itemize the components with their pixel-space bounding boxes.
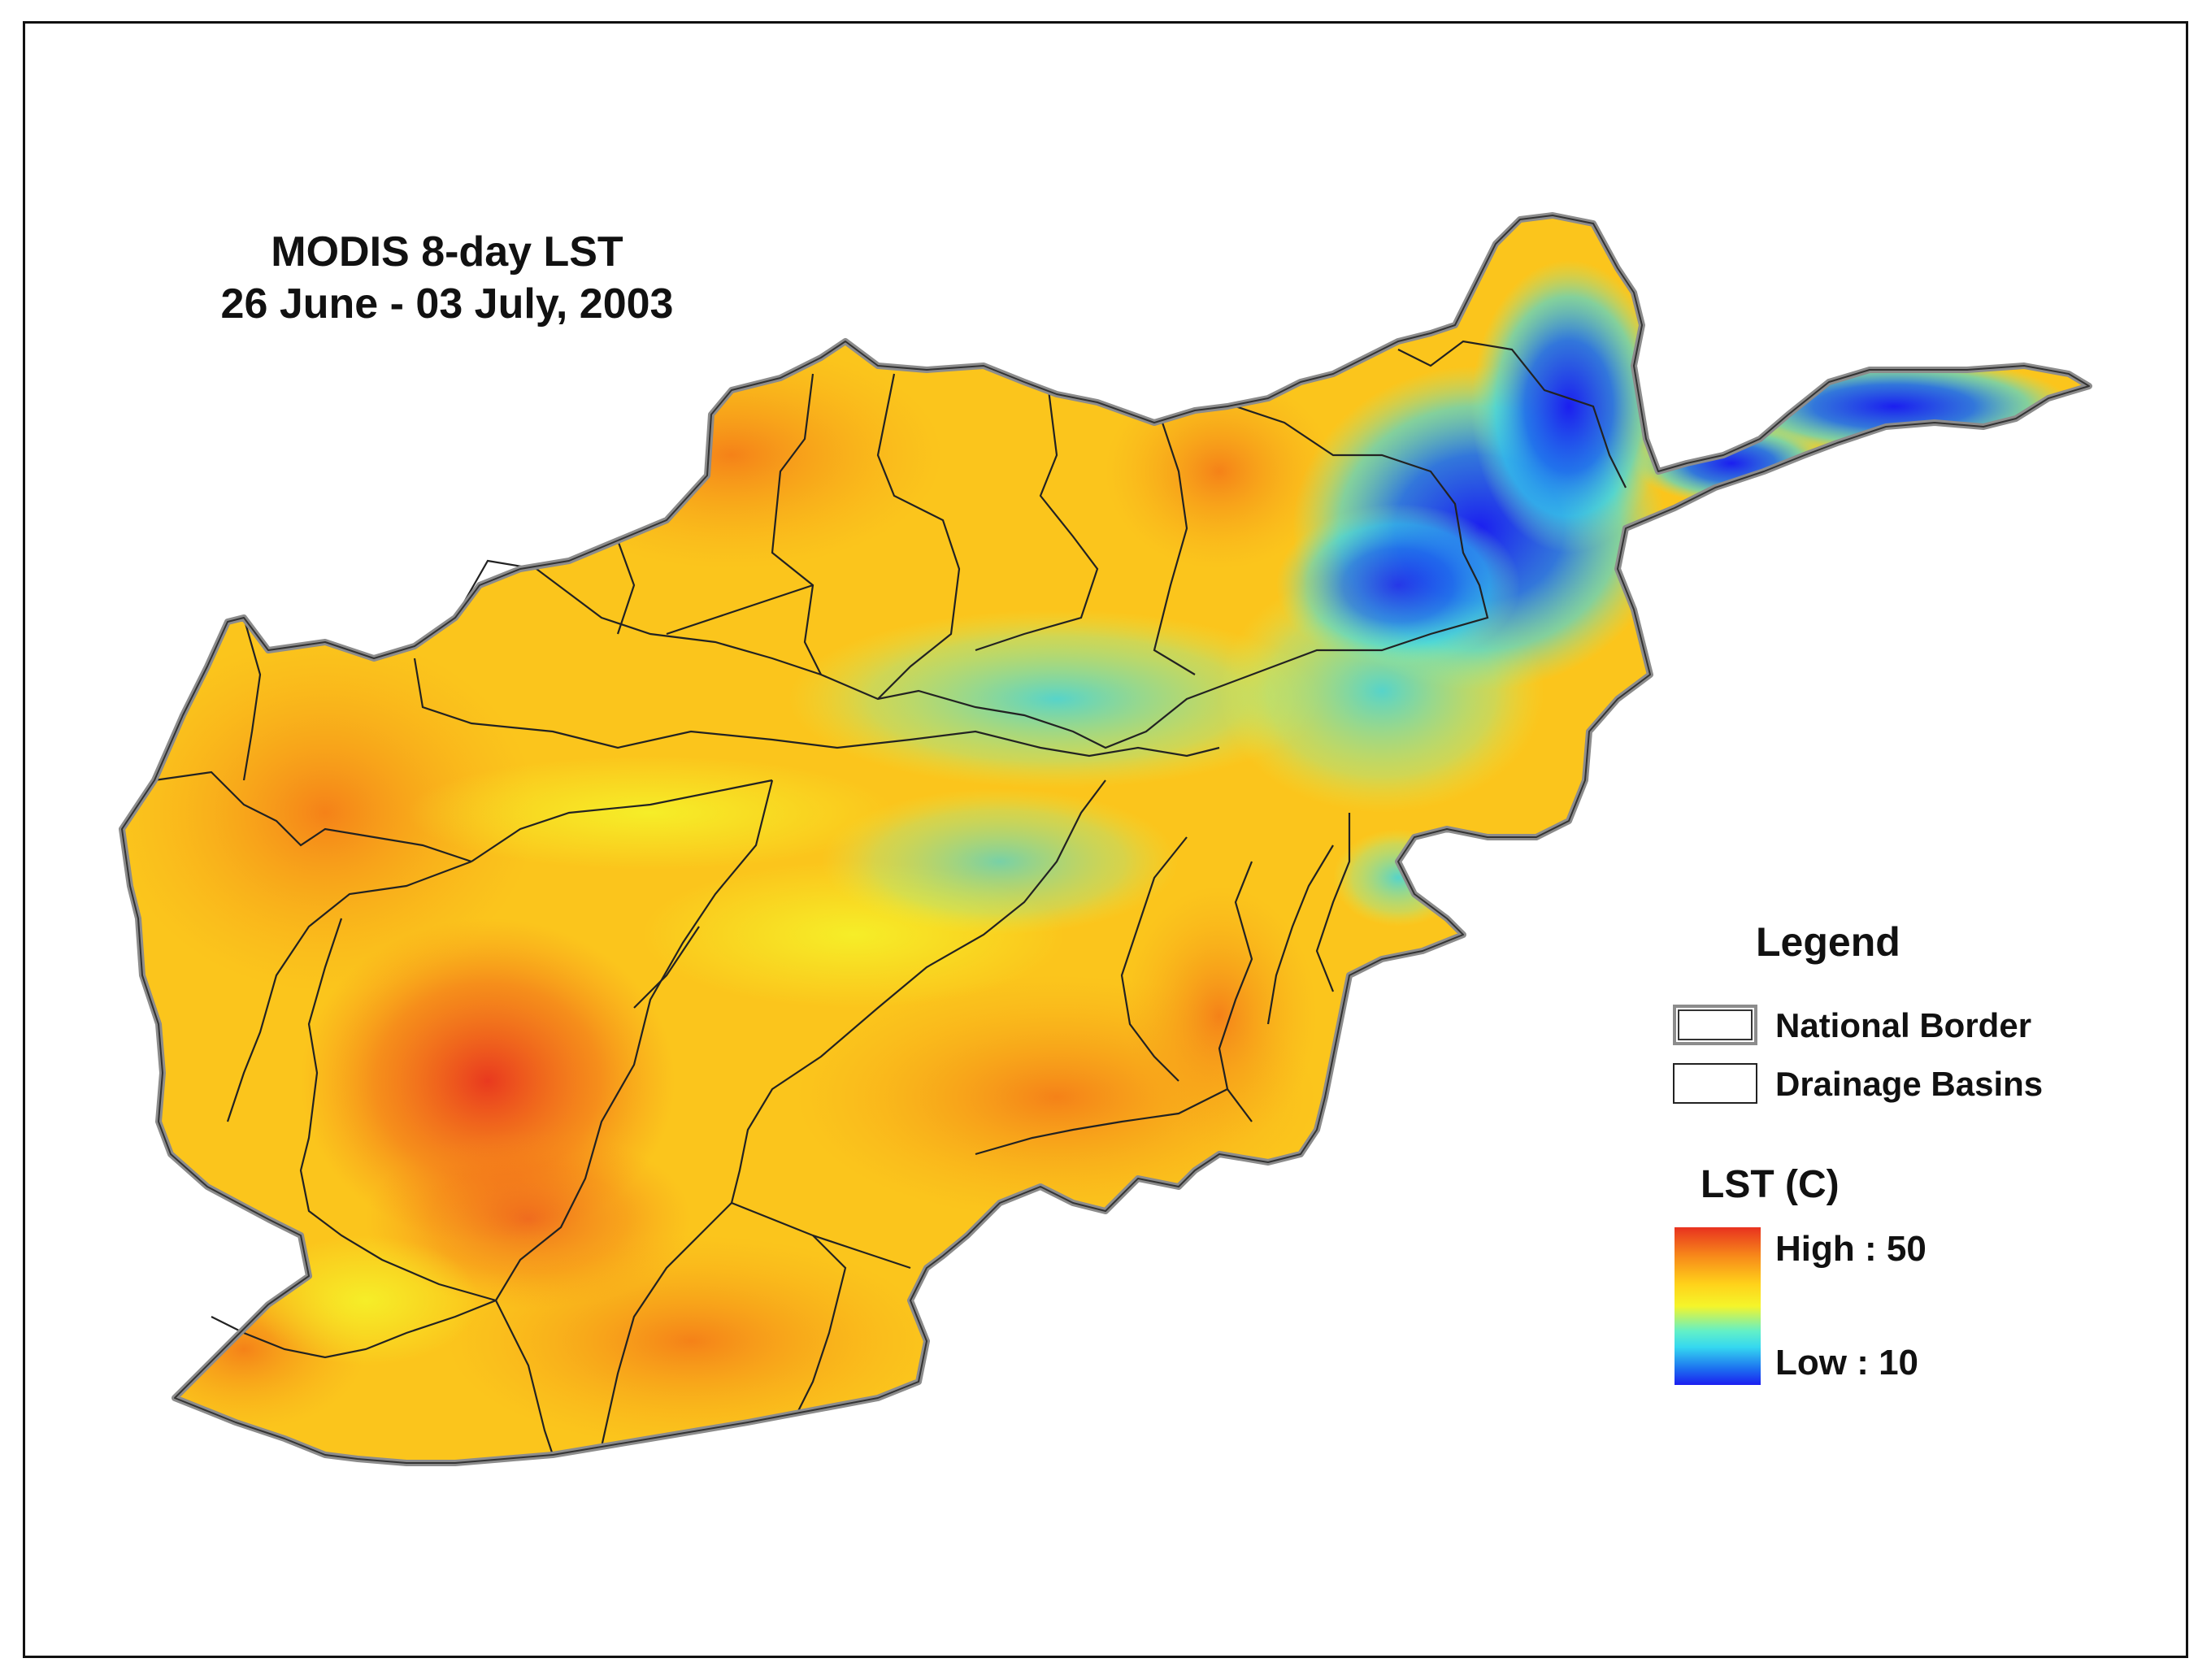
- lst-raster: [122, 215, 2089, 1463]
- lst-color-ramp: [1675, 1227, 1761, 1385]
- lst-low-label: Low : 10: [1775, 1343, 1919, 1383]
- map-title: MODIS 8-day LST: [271, 228, 623, 276]
- national-border-swatch: [1673, 1005, 1757, 1045]
- national-border-label: National Border: [1775, 1006, 2032, 1044]
- lst-legend-title: LST (C): [1701, 1163, 1840, 1206]
- map-date-range: 26 June - 03 July, 2003: [220, 280, 674, 328]
- map-frame: [23, 21, 2188, 1658]
- lst-high-label: High : 50: [1775, 1229, 1926, 1269]
- drainage-basin-lines: [154, 340, 1627, 1456]
- legend-title: Legend: [1756, 919, 1900, 965]
- drainage-basins-label: Drainage Basins: [1775, 1065, 2044, 1103]
- drainage-basins-swatch: [1673, 1063, 1757, 1104]
